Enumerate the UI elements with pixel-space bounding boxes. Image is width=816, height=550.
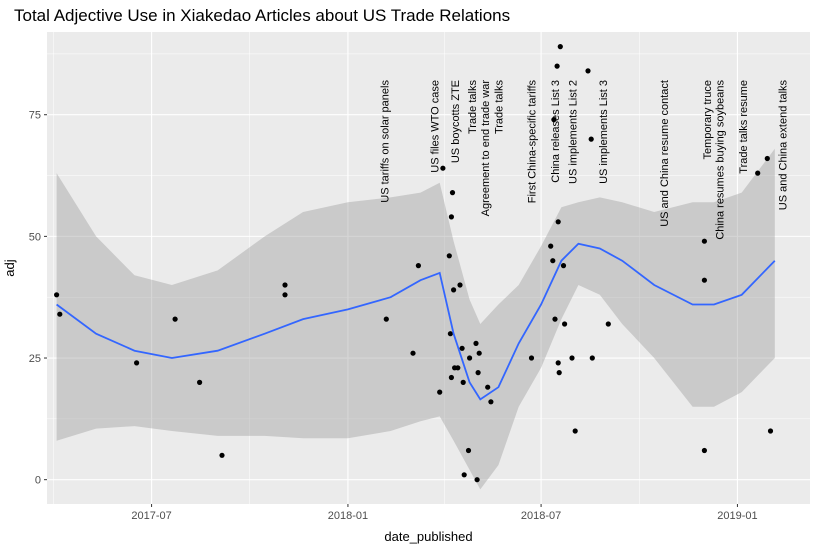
data-point [556,370,562,376]
event-labels: US tariffs on solar panels US files WTO c… [380,79,790,239]
data-point [589,355,595,361]
data-point [548,243,554,249]
chart-title: Total Adjective Use in Xiakedao Articles… [14,6,511,25]
data-point [460,379,466,385]
data-point [461,472,467,478]
x-axis-title: date_published [384,529,472,544]
event-label: China releases List 3 [550,80,562,183]
data-point [172,316,178,322]
data-point [440,165,446,171]
data-point [57,311,63,317]
data-points [54,44,774,483]
data-point [767,428,774,434]
y-axis-ticks: 0 25 50 75 [29,110,47,487]
event-label: US and China extend talks [778,79,790,210]
event-label: US boycotts ZTE [450,80,462,163]
x-tick-label: 2017-07 [131,510,171,522]
y-tick-label: 25 [29,353,41,365]
y-tick-label: 75 [29,110,41,122]
event-label: First China-specific tariffs [527,79,539,203]
x-tick-label: 2019-01 [717,510,757,522]
data-point [457,282,463,288]
event-label: Temporary truce [702,80,714,159]
data-point [572,428,578,434]
data-point [488,399,494,405]
data-point [197,379,203,385]
data-point [551,117,557,123]
data-point [588,136,594,142]
data-point [282,282,288,288]
event-label: China resumes buying soybeans [715,80,727,240]
data-point [554,63,560,69]
data-point [605,321,611,327]
confidence-band [56,148,775,490]
data-point [701,238,708,244]
y-tick-label: 50 [29,231,41,243]
data-point [447,331,453,337]
data-point [569,355,575,361]
data-point [451,287,457,293]
data-point [701,447,708,454]
minor-gridlines [47,32,810,504]
plot-panel [47,32,810,504]
data-point [449,190,456,196]
data-point [560,263,567,269]
event-label: Trade talks [467,80,479,135]
event-label: US implements List 2 [567,80,579,184]
data-point [585,68,591,74]
y-axis-title: adj [2,259,17,276]
event-label: US and China resume contact [659,80,671,227]
data-point [467,355,473,361]
x-axis-ticks: 2017-07 2018-01 2018-07 2019-01 [131,504,758,522]
data-point [446,253,452,259]
data-point [282,292,288,298]
event-label: Agreement to end trade war [480,80,492,217]
y-tick-label: 0 [35,475,41,487]
data-point [485,384,491,390]
data-point [455,365,461,371]
event-label: Trade talks [494,80,506,135]
data-point [475,370,481,376]
data-point [448,374,454,381]
event-label: US files WTO case [430,80,442,173]
data-point [448,214,454,220]
data-point [562,321,568,327]
event-label: Trade talks resume [738,80,750,174]
data-point [219,452,225,458]
x-tick-label: 2018-07 [521,510,561,522]
data-point [437,389,443,395]
data-point [755,170,761,176]
data-point [555,360,561,366]
data-point [764,155,770,162]
data-point [459,345,465,351]
data-point [474,477,480,483]
data-point [54,292,60,298]
event-label: US implements List 3 [598,80,610,184]
data-point [555,219,561,225]
data-point [557,44,563,50]
event-label: US tariffs on solar panels [380,80,392,203]
data-point [383,316,389,322]
data-point [473,340,479,346]
smooth-line [56,242,776,401]
x-tick-label: 2018-01 [328,510,368,522]
data-point [550,258,556,264]
data-point [410,350,416,356]
data-point [465,447,472,454]
data-point [528,355,535,361]
data-point [701,277,708,283]
data-point [552,316,558,322]
data-point [476,350,482,356]
data-point [134,360,140,366]
data-point [415,263,421,269]
